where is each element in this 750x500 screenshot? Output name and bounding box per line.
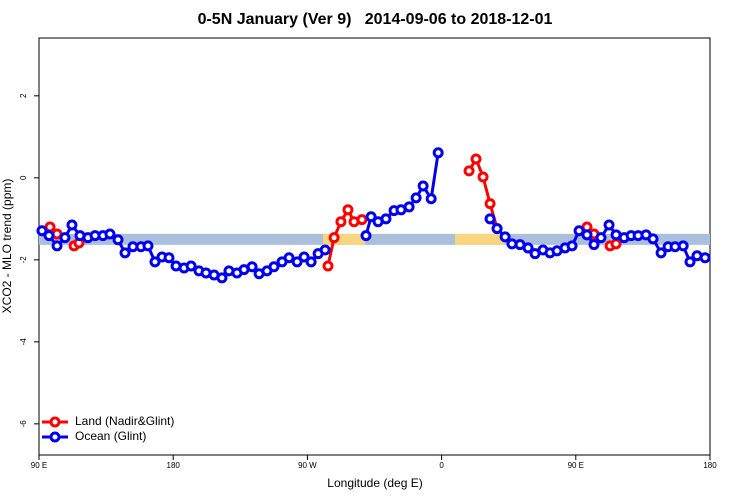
point [470,153,482,165]
point [149,256,161,268]
point [104,228,116,240]
chart-title: 0-5N January (Ver 9) 2014-09-06 to 2018-… [198,11,553,28]
plot-frame [38,37,711,456]
y-tick-label: -2 [19,256,28,264]
point [43,230,55,242]
point [142,240,154,252]
point [647,233,659,245]
y-tick-label: -6 [19,420,28,428]
point [380,213,392,225]
point [119,247,131,259]
point [365,211,377,223]
point [283,252,295,264]
x-tick-label: 180 [703,461,717,470]
point [246,261,258,273]
point [298,251,310,263]
point [163,252,175,264]
x-axis-label: Longitude (deg E) [327,476,422,490]
x-tick-label: 90 W [298,461,317,470]
y-tick-label: -4 [19,338,28,346]
point [425,193,437,205]
point [319,244,331,256]
point [410,192,422,204]
legend-label: Ocean (Glint) [75,429,146,443]
point [335,216,347,228]
point [699,252,711,264]
point [216,272,228,284]
point [491,223,503,235]
x-tick-label: 90 E [31,461,47,470]
point [522,242,534,254]
legend-marker [49,431,61,443]
point [59,232,71,244]
legend-marker [49,416,61,428]
point [305,256,317,268]
point [291,256,303,268]
point [66,219,78,231]
point [595,232,607,244]
point [463,165,475,177]
point [677,240,689,252]
point [356,214,368,226]
point [322,260,334,272]
x-tick-label: 180 [167,461,181,470]
point [360,230,372,242]
point [610,238,622,250]
point [484,213,496,225]
point [566,240,578,252]
point [185,260,197,272]
point [417,180,429,192]
x-tick-label: 90 E [568,461,584,470]
point [655,247,667,259]
point [499,231,511,243]
point [328,232,340,244]
point [603,219,615,231]
point [112,234,124,246]
y-axis-label: XCO2 - MLO trend (ppm) [0,179,14,314]
point [36,225,48,237]
y-tick-label: 0 [19,175,28,180]
point [684,256,696,268]
point [403,201,415,213]
point [581,229,593,241]
point [573,225,585,237]
point [484,198,496,210]
point [588,239,600,251]
legend-label: Land (Nadir&Glint) [75,414,174,428]
x-tick-label: 0 [439,461,444,470]
point [51,240,63,252]
point [268,261,280,273]
point [432,147,444,159]
point [477,171,489,183]
y-tick-label: 2 [19,93,28,98]
point [342,204,354,216]
